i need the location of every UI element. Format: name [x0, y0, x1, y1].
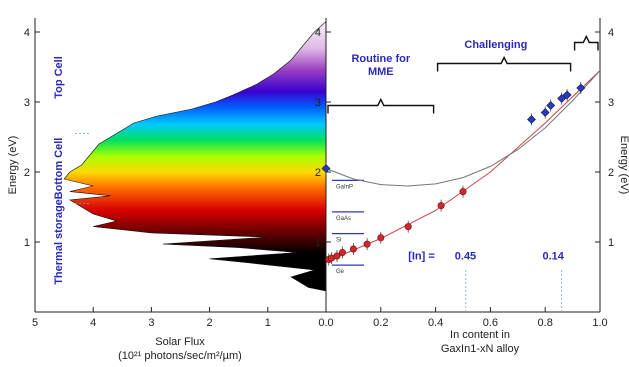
data-point-blue-6 — [576, 83, 586, 93]
right-x-tick-label-3: 0.6 — [483, 317, 498, 329]
annotation-value-045: 0.45 — [455, 251, 476, 263]
left-x-tick-label-4: 1 — [265, 317, 271, 329]
data-point-red-2 — [333, 252, 341, 260]
data-point-blue-1 — [527, 115, 536, 124]
center-y-tick-label-3: 4 — [315, 27, 321, 39]
left-y-axis-label: Energy (eV) — [7, 136, 19, 195]
bracket-label-0: Routine for MME — [351, 53, 410, 78]
left-x-axis-label: Solar Flux — [155, 336, 205, 348]
bracket-label-1: Challenging — [464, 39, 527, 51]
right-x-tick-label-1: 0.2 — [373, 317, 388, 329]
right-y-tick-label-2: 3 — [608, 97, 614, 109]
reference-band-label-0: GaInP — [336, 184, 353, 190]
right-x-axis-sublabel: GaxIn1-xN alloy — [441, 343, 520, 355]
annotation-value-014: 0.14 — [542, 251, 564, 263]
left-y-tick-label-2: 3 — [24, 97, 30, 109]
right-x-axis-label: In content in — [450, 329, 510, 341]
data-point-red-6 — [377, 234, 385, 242]
data-point-red-4 — [349, 245, 357, 253]
data-point-blue-3 — [546, 101, 556, 110]
data-point-red-9 — [459, 188, 467, 196]
right-panel: 1 1 2 2 3 3 4 4 0.2 0.4 0.6 0.8 1.0 Energy (eV) In con… — [315, 18, 629, 355]
data-point-red-8 — [437, 202, 445, 210]
spectrum-area — [63, 20, 327, 292]
data-point-red-7 — [404, 223, 412, 231]
data-point-red-3 — [338, 249, 346, 257]
curve-bowing — [325, 70, 601, 187]
center-y-tick-label-2: 3 — [315, 97, 321, 109]
right-y-tick-label-3: 4 — [608, 27, 614, 39]
left-x-tick-label-5: 0.0 — [318, 317, 333, 329]
left-x-tick-label-1: 4 — [90, 317, 96, 329]
left-x-tick-label-2: 3 — [148, 317, 154, 329]
left-y-tick-label-0: 1 — [24, 237, 30, 249]
center-y-tick-label-0: 1 — [315, 237, 321, 249]
right-x-tick-label-2: 0.4 — [428, 317, 443, 329]
bracket-2 — [573, 34, 599, 51]
bracket-0 — [327, 97, 435, 114]
zone-label-1: Bottom Cell — [53, 138, 65, 200]
left-y-tick-label-1: 2 — [24, 167, 30, 179]
annotation-in-label: [In] = — [408, 251, 435, 263]
left-x-tick-label-0: 5 — [32, 317, 38, 329]
center-y-tick-label-1: 2 — [315, 167, 321, 179]
bracket-1 — [436, 55, 572, 72]
left-x-axis-sublabel: (10²¹ photons/sec/m²/µm) — [118, 350, 242, 362]
right-y-tick-label-1: 2 — [608, 167, 614, 179]
data-point-blue-2 — [540, 108, 550, 117]
left-panel: 1 2 3 4 5 4 3 2 1 0.0 Energy (eV) Solar Flux (10²¹ p… — [7, 18, 334, 362]
data-point-blue-5 — [562, 90, 572, 100]
zone-label-2: Top Cell — [53, 56, 65, 99]
reference-band-label-2: Si — [336, 238, 341, 244]
data-point-blue-0 — [321, 164, 331, 173]
zone-label-0: Thermal storage — [53, 199, 65, 285]
reference-band-label-1: GaAs — [336, 216, 351, 222]
right-y-tick-label-0: 1 — [608, 237, 614, 249]
left-y-tick-label-3: 4 — [24, 27, 30, 39]
right-x-tick-label-5: 1.0 — [592, 317, 607, 329]
data-point-blue-4 — [557, 94, 567, 103]
right-y-axis-label: Energy (eV) — [618, 136, 629, 195]
left-x-tick-label-3: 2 — [207, 317, 213, 329]
reference-band-label-3: Ge — [336, 269, 345, 275]
data-point-red-5 — [363, 240, 371, 248]
right-x-tick-label-4: 0.8 — [538, 317, 553, 329]
